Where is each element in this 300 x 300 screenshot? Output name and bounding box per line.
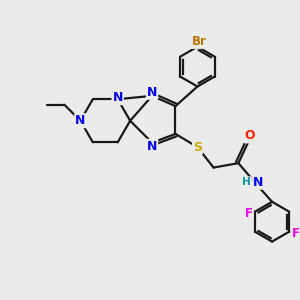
Text: O: O [245, 130, 255, 142]
Text: N: N [75, 114, 85, 127]
Text: F: F [244, 207, 252, 220]
Text: N: N [112, 91, 123, 104]
Text: H: H [242, 177, 251, 187]
Text: Br: Br [191, 35, 206, 48]
Text: N: N [147, 86, 157, 99]
Text: S: S [193, 141, 202, 154]
Text: N: N [253, 176, 263, 189]
Text: N: N [147, 140, 157, 153]
Text: F: F [292, 226, 300, 240]
